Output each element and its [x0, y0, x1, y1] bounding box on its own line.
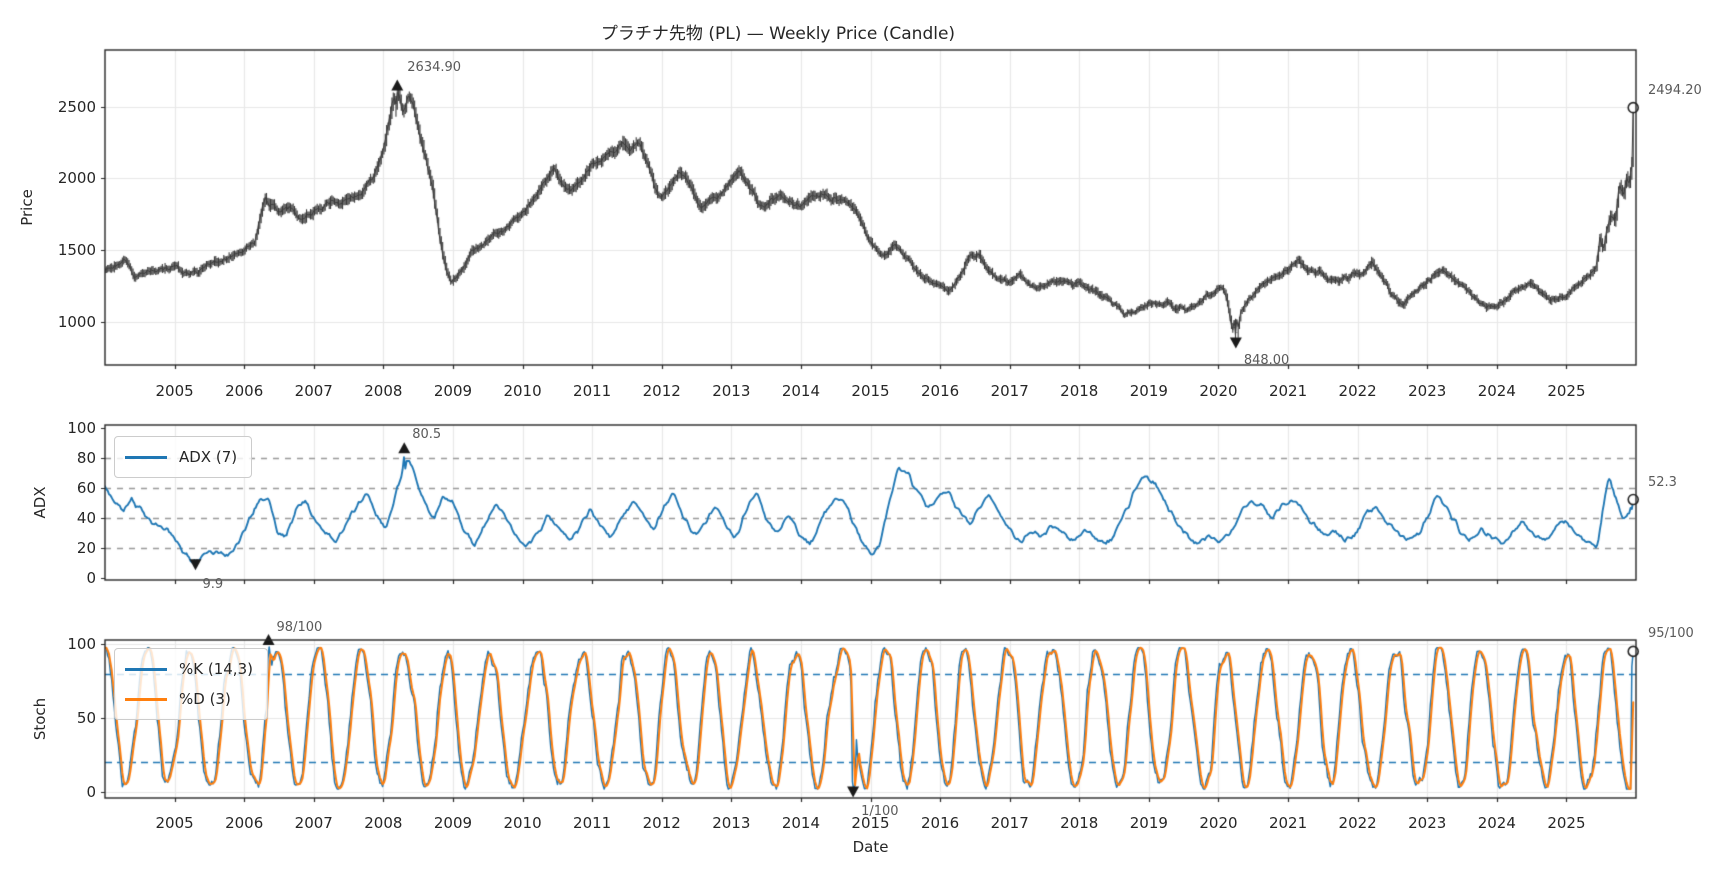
- stoch-k-legend-entry: %K (14,3): [125, 654, 253, 684]
- stoch-d-legend-label: %D (3): [179, 690, 231, 708]
- date-x-tick-label: 2011: [573, 814, 612, 832]
- date-x-tick-label: 2022: [1338, 814, 1377, 832]
- date-x-tick-label: 2020: [1199, 814, 1238, 832]
- price-y-tick-label: 2500: [57, 97, 96, 116]
- adx-y-tick-label: 0: [86, 569, 96, 587]
- date-x-tick-label: 2015: [851, 814, 890, 832]
- date-x-tick-label: 2025: [1547, 814, 1586, 832]
- date-x-tick-label: 2021: [1268, 814, 1308, 832]
- price-y-tick-label: 1000: [57, 312, 96, 331]
- stoch-k-legend-label: %K (14,3): [179, 660, 253, 678]
- stoch-legend: %K (14,3) %D (3): [114, 648, 268, 720]
- price-x-tick-label: 2025: [1547, 382, 1586, 400]
- date-x-tick-label: 2006: [225, 814, 264, 832]
- date-x-tick-label: 2005: [155, 814, 194, 832]
- price-last-value-label: 2494.20: [1648, 82, 1702, 98]
- price-x-tick-label: 2009: [433, 382, 473, 400]
- stoch-y-tick-label: 100: [67, 635, 96, 653]
- date-x-tick-label: 2013: [712, 814, 751, 832]
- price-x-tick-label: 2023: [1408, 382, 1447, 400]
- stoch-min-annotation: 1/100: [861, 803, 899, 819]
- price-x-tick-label: 2021: [1268, 382, 1308, 400]
- adx-legend: ADX (7): [114, 436, 253, 478]
- price-x-tick-label: 2012: [642, 382, 681, 400]
- adx-y-tick-label: 80: [76, 449, 96, 467]
- price-x-tick-label: 2016: [920, 382, 960, 400]
- price-x-tick-label: 2010: [503, 382, 542, 400]
- price-x-tick-label: 2006: [225, 382, 264, 400]
- adx-y-tick-label: 40: [76, 509, 96, 527]
- date-x-tick-label: 2018: [1060, 814, 1099, 832]
- date-x-tick-label: 2024: [1477, 814, 1516, 832]
- price-x-tick-label: 2018: [1060, 382, 1099, 400]
- date-x-tick-label: 2007: [294, 814, 333, 832]
- date-x-tick-label: 2012: [642, 814, 681, 832]
- price-x-tick-label: 2013: [712, 382, 751, 400]
- price-x-tick-label: 2005: [155, 382, 194, 400]
- date-x-tick-label: 2008: [364, 814, 403, 832]
- price-y-tick-label: 2000: [57, 169, 96, 188]
- price-y-tick-label: 1500: [57, 241, 96, 260]
- adx-max-annotation: 80.5: [412, 427, 442, 443]
- adx-legend-entry: ADX (7): [125, 442, 237, 472]
- price-axis-title: Price: [18, 189, 36, 226]
- price-x-tick-label: 2011: [573, 382, 612, 400]
- price-x-tick-label: 2007: [294, 382, 333, 400]
- price-x-tick-label: 2020: [1199, 382, 1238, 400]
- date-x-tick-label: 2014: [781, 814, 820, 832]
- adx-y-tick-label: 60: [76, 479, 96, 497]
- stoch-last-value-label: 95/100: [1648, 626, 1694, 642]
- stoch-y-tick-label: 0: [86, 783, 96, 801]
- price-x-tick-label: 2019: [1129, 382, 1168, 400]
- adx-y-tick-label: 100: [67, 419, 96, 437]
- adx-y-tick-label: 20: [76, 539, 96, 557]
- date-x-tick-label: 2016: [920, 814, 960, 832]
- price-x-tick-label: 2017: [990, 382, 1029, 400]
- date-x-tick-label: 2023: [1408, 814, 1447, 832]
- adx-legend-label: ADX (7): [179, 448, 238, 466]
- price-max-annotation: 2634.90: [407, 59, 462, 75]
- date-x-tick-label: 2019: [1129, 814, 1168, 832]
- date-x-tick-label: 2010: [503, 814, 542, 832]
- adx-min-annotation: 9.9: [202, 577, 224, 593]
- stoch-d-legend-entry: %D (3): [125, 684, 253, 714]
- price-x-tick-label: 2022: [1338, 382, 1377, 400]
- adx-line-swatch: [125, 455, 167, 459]
- chart-title: プラチナ先物 (PL) — Weekly Price (Candle): [600, 24, 956, 44]
- price-x-tick-label: 2014: [781, 382, 820, 400]
- stoch-d-line-swatch: [125, 697, 167, 701]
- date-x-tick-label: 2009: [433, 814, 473, 832]
- date-x-tick-label: 2017: [990, 814, 1029, 832]
- price-x-tick-label: 2024: [1477, 382, 1516, 400]
- price-x-tick-label: 2015: [851, 382, 890, 400]
- date-axis-title: Date: [852, 838, 889, 856]
- stoch-max-annotation: 98/100: [276, 619, 323, 635]
- price-x-tick-label: 2008: [364, 382, 403, 400]
- stoch-k-line-swatch: [125, 667, 167, 671]
- price-min-annotation: 848.00: [1243, 353, 1290, 369]
- adx-last-value-label: 52.3: [1648, 474, 1677, 490]
- stoch-y-tick-label: 50: [76, 709, 96, 727]
